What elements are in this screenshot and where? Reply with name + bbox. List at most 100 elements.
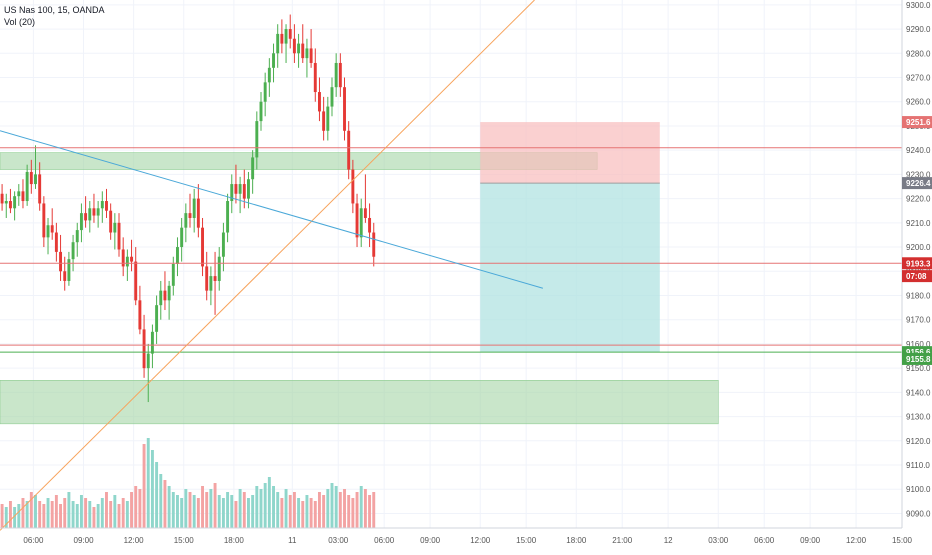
candles: [0, 14, 376, 403]
candle-body: [92, 208, 96, 216]
price-label-text: 9251.6: [906, 118, 931, 127]
volume-bar: [338, 492, 342, 528]
candle-body: [196, 198, 200, 228]
candle-body: [75, 230, 79, 243]
price-tick-label: 9290.0: [906, 25, 931, 34]
time-tick-label: 09:00: [74, 536, 95, 545]
candle-body: [163, 290, 167, 301]
volume-bar: [159, 474, 163, 528]
candle-body: [359, 208, 363, 238]
candle-body: [355, 203, 359, 238]
volume-indicator-title[interactable]: Vol (20): [4, 17, 36, 27]
price-label-badge[interactable]: [902, 352, 932, 365]
volume-bar: [138, 489, 142, 528]
price-tick-label: 9200.0: [906, 243, 931, 252]
candle-body: [267, 67, 271, 83]
candle-body: [100, 201, 104, 209]
candle-body: [280, 33, 284, 44]
volume-bar: [188, 492, 192, 528]
price-tick-label: 9140.0: [906, 388, 931, 397]
volume-bar: [226, 492, 230, 528]
candle-body: [167, 285, 171, 301]
drawings[interactable]: [0, 0, 902, 531]
volume-bar: [213, 483, 217, 528]
time-tick-label: 15:00: [174, 536, 195, 545]
volume-bar: [146, 438, 150, 528]
candle-body: [213, 276, 217, 281]
volume-bar: [347, 495, 351, 528]
candle-body: [330, 87, 334, 107]
candle-body: [21, 191, 25, 202]
volume-bar: [209, 489, 213, 528]
price-tick-label: 9110.0: [906, 461, 930, 470]
price-axis[interactable]: 9090.0 9100.0 9110.0 9120.0 9130.0 9140.0 9150…: [901, 0, 932, 550]
candle-body: [242, 184, 246, 199]
candle-body: [13, 196, 17, 209]
candle-body: [159, 290, 163, 306]
trend-line[interactable]: [0, 0, 535, 531]
candle-body: [79, 213, 83, 231]
candle-body: [88, 208, 92, 221]
volume-bar: [305, 495, 309, 528]
volume-bar: [301, 501, 305, 528]
volume-bar: [92, 507, 96, 528]
time-tick-label: 12:00: [470, 536, 491, 545]
volume-bar: [117, 504, 121, 528]
volume-bar: [142, 444, 146, 528]
candle-body: [343, 87, 346, 131]
volume-bar: [13, 507, 17, 528]
volume-bar: [71, 501, 75, 528]
candle-body: [255, 121, 259, 158]
volume-bar: [359, 486, 363, 528]
candle-body: [113, 222, 117, 233]
candle-body: [292, 38, 296, 54]
time-tick-label: 03:00: [708, 536, 729, 545]
volume-bar: [67, 492, 71, 528]
volume-bar: [50, 501, 54, 528]
price-tick-label: 9180.0: [906, 291, 931, 300]
price-label-badge[interactable]: [902, 257, 932, 270]
candle-body: [54, 232, 58, 252]
symbol-title[interactable]: US Nas 100, 15, OANDA: [4, 5, 105, 15]
volume-bar: [4, 507, 8, 528]
time-tick-label: 18:00: [566, 536, 587, 545]
price-tick-label: 9100.0: [906, 485, 931, 494]
time-axis[interactable]: 06:00 09:00 12:00 15:00 18:00 11 03:00 06:00 09:…: [0, 527, 913, 545]
trend-line[interactable]: [0, 130, 544, 289]
volume-bar: [322, 495, 326, 528]
candle-body: [50, 225, 54, 233]
volume-bar: [59, 504, 63, 528]
price-label-badge[interactable]: [902, 270, 932, 283]
candle-body: [121, 249, 125, 267]
volume-bar: [343, 489, 346, 528]
price-tick-label: 9300.0: [906, 1, 931, 10]
candle-body: [0, 193, 4, 204]
price-label-text: 07:08: [906, 272, 927, 281]
price-tick-label: 9120.0: [906, 437, 931, 446]
price-tick-label: 9260.0: [906, 98, 931, 107]
candle-body: [4, 201, 8, 204]
volume-bar: [351, 498, 355, 528]
volume-bar: [276, 492, 280, 528]
volume-bar: [79, 495, 83, 528]
price-label-badge[interactable]: [902, 177, 932, 190]
time-tick-label: 12:00: [124, 536, 145, 545]
candle-body: [134, 261, 138, 301]
volume-bar: [255, 486, 259, 528]
price-label-badge[interactable]: [902, 116, 932, 129]
volume-bar: [292, 492, 296, 528]
volume-bar: [63, 498, 67, 528]
volume-bar: [113, 495, 117, 528]
candle-body: [171, 264, 175, 286]
candle-body: [221, 232, 225, 257]
zones: [0, 122, 719, 425]
volume-bar: [334, 486, 338, 528]
price-tick-label: 9240.0: [906, 146, 931, 155]
candle-body: [217, 256, 221, 281]
candle-body: [150, 331, 154, 354]
volume-bar: [355, 492, 359, 528]
volume-bar: [217, 495, 221, 528]
volume-bar: [247, 498, 250, 528]
